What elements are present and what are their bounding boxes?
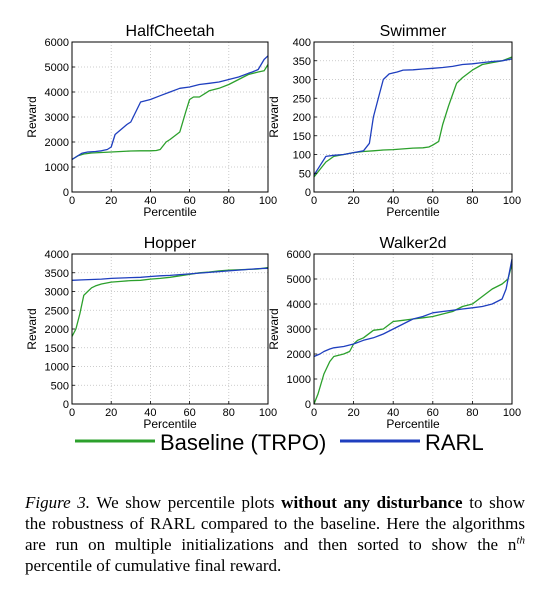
chart-0-x-tick-label: 80 — [223, 195, 235, 207]
chart-0-x-tick-label: 40 — [144, 195, 156, 207]
chart-1-x-tick-label: 40 — [387, 195, 399, 207]
chart-1-y-tick-label: 200 — [293, 112, 311, 124]
chart-2-y-tick-label: 0 — [63, 399, 69, 411]
chart-panel-2: 0 20 40 60 80 1000500100015002000250030003500… — [25, 235, 277, 431]
chart-0-x-tick-label: 60 — [183, 195, 195, 207]
chart-3-x-tick-label: 20 — [347, 407, 359, 419]
chart-3-x-tick-label: 80 — [466, 407, 478, 419]
chart-0-x-tick-label: 20 — [105, 195, 117, 207]
chart-1-y-tick-label: 300 — [293, 75, 311, 87]
chart-3-y-tick-label: 3000 — [287, 324, 311, 336]
chart-2-x-axis-label: Percentile — [143, 417, 197, 431]
caption-part3: percentile of cumulative final reward. — [25, 556, 282, 575]
chart-1-y-tick-label: 400 — [293, 37, 311, 49]
caption-bold: without any disturbance — [281, 493, 463, 512]
chart-3-rarl-line — [313, 258, 513, 358]
chart-1-y-tick-label: 0 — [305, 187, 311, 199]
figure: 0 20 40 60 80 1000100020003000400050006000Hal… — [25, 23, 521, 455]
caption-sup: th — [516, 534, 525, 547]
chart-2-baseline-line — [71, 266, 269, 337]
chart-2-y-tick-label: 3500 — [45, 268, 69, 280]
chart-2-y-tick-label: 1500 — [45, 343, 69, 355]
chart-1-y-tick-label: 350 — [293, 56, 311, 68]
chart-1-x-tick-label: 20 — [347, 195, 359, 207]
chart-2-x-tick-label: 20 — [105, 407, 117, 419]
chart-panel-0: 0 20 40 60 80 1000100020003000400050006000Hal… — [25, 23, 277, 219]
chart-1-x-tick-label: 60 — [427, 195, 439, 207]
chart-1-title: Swimmer — [380, 23, 447, 40]
chart-3-baseline-line — [313, 263, 513, 405]
chart-2-y-axis-label: Reward — [25, 308, 39, 349]
chart-1-x-tick-label: 100 — [503, 195, 521, 207]
chart-3-y-tick-label: 2000 — [287, 349, 311, 361]
chart-3-title: Walker2d — [380, 235, 447, 252]
chart-1-x-tick-label: 0 — [311, 195, 317, 207]
chart-1-rarl-line — [313, 58, 513, 176]
chart-2-y-tick-label: 1000 — [45, 362, 69, 374]
chart-1-x-tick-label: 80 — [466, 195, 478, 207]
chart-3-x-tick-label: 40 — [387, 407, 399, 419]
chart-0-y-tick-label: 4000 — [45, 87, 69, 99]
chart-2-rarl-line — [71, 267, 269, 281]
chart-2-x-tick-label: 80 — [223, 407, 235, 419]
chart-0-baseline-line — [71, 64, 269, 161]
chart-2-plot-frame — [71, 253, 269, 405]
chart-2-title: Hopper — [144, 235, 197, 252]
chart-0-x-tick-label: 0 — [69, 195, 75, 207]
caption-part1: We show percentile plots — [90, 493, 282, 512]
chart-3-y-tick-label: 6000 — [287, 249, 311, 261]
chart-2-y-tick-label: 2500 — [45, 305, 69, 317]
chart-0-x-tick-label: 100 — [259, 195, 277, 207]
chart-2-y-tick-label: 4000 — [45, 249, 69, 261]
chart-2-y-tick-label: 500 — [51, 380, 69, 392]
chart-2-y-tick-label: 2000 — [45, 324, 69, 336]
chart-3-x-tick-label: 0 — [311, 407, 317, 419]
figure-caption: Figure 3. We show percentile plots witho… — [25, 492, 525, 576]
chart-3-x-tick-label: 100 — [503, 407, 521, 419]
chart-0-y-tick-label: 2000 — [45, 137, 69, 149]
legend-baseline-label: Baseline (TRPO) — [160, 430, 326, 455]
chart-0-y-tick-label: 3000 — [45, 112, 69, 124]
chart-2-x-tick-label: 60 — [183, 407, 195, 419]
chart-3-x-tick-label: 60 — [427, 407, 439, 419]
chart-0-y-tick-label: 5000 — [45, 62, 69, 74]
chart-0-y-tick-label: 0 — [63, 187, 69, 199]
chart-2-y-tick-label: 3000 — [45, 287, 69, 299]
chart-panel-3: 0 20 40 60 80 1000100020003000400050006000Wal… — [267, 235, 521, 431]
caption-part2: to show the robustness of RARL compared … — [25, 493, 526, 554]
chart-1-y-axis-label: Reward — [267, 96, 281, 137]
chart-1-x-axis-label: Percentile — [386, 205, 440, 219]
chart-3-x-axis-label: Percentile — [386, 417, 440, 431]
chart-2-x-tick-label: 0 — [69, 407, 75, 419]
chart-0-title: HalfCheetah — [126, 23, 215, 40]
chart-panel-1: 0 20 40 60 80 100 0 50 100 150 200 250 300 350 400 Swim… — [267, 23, 521, 219]
legend-rarl-label: RARL — [425, 430, 484, 455]
chart-3-y-tick-label: 0 — [305, 399, 311, 411]
chart-3-y-tick-label: 5000 — [287, 274, 311, 286]
chart-3-y-tick-label: 4000 — [287, 299, 311, 311]
chart-0-y-tick-label: 1000 — [45, 162, 69, 174]
legend: Baseline (TRPO) RARL — [75, 430, 484, 455]
chart-1-y-tick-label: 250 — [293, 93, 311, 105]
chart-1-y-tick-label: 150 — [293, 131, 311, 143]
chart-3-y-tick-label: 1000 — [287, 374, 311, 386]
chart-0-y-axis-label: Reward — [25, 96, 39, 137]
chart-0-y-tick-label: 6000 — [45, 37, 69, 49]
chart-0-rarl-line — [71, 55, 269, 161]
chart-1-y-tick-label: 50 — [299, 168, 311, 180]
chart-3-y-axis-label: Reward — [267, 308, 281, 349]
caption-fig-label: Figure 3. — [25, 493, 91, 512]
chart-panels: 0 20 40 60 80 1000100020003000400050006000Hal… — [25, 23, 521, 431]
chart-1-y-tick-label: 100 — [293, 150, 311, 162]
chart-2-x-tick-label: 40 — [144, 407, 156, 419]
chart-0-x-axis-label: Percentile — [143, 205, 197, 219]
chart-0-plot-frame — [71, 41, 269, 193]
chart-2-x-tick-label: 100 — [259, 407, 277, 419]
